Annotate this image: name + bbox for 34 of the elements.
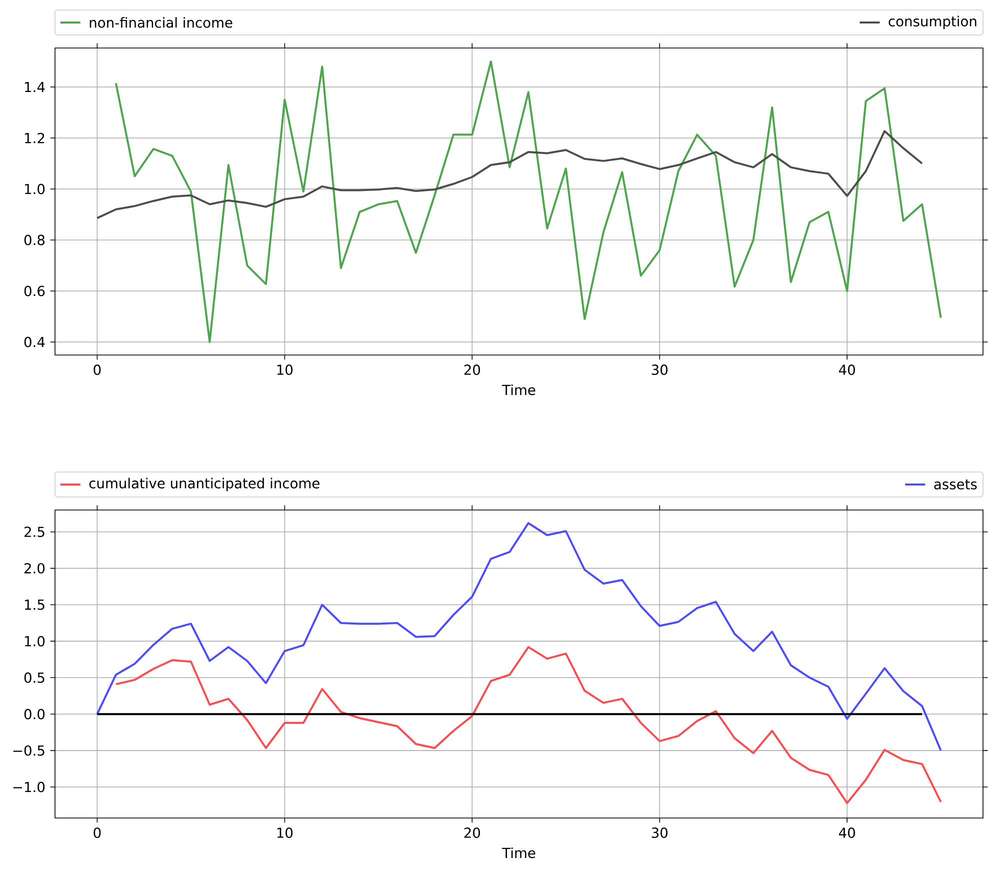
x-tick-label: 0: [94, 828, 101, 838]
x-tick-label: 10: [277, 364, 293, 375]
line-series: [114, 646, 942, 804]
y-tick-label: −1.0: [13, 782, 45, 792]
x-tick-label: 20: [464, 828, 480, 838]
y-tick-label: 1.4: [25, 82, 45, 92]
x-tick-label: 10: [277, 828, 293, 838]
y-tick-label: −0.5: [13, 745, 44, 756]
y-tick-label: 0.4: [24, 336, 45, 348]
line-series: [96, 522, 942, 752]
legend-label: consumption: [888, 16, 976, 30]
y-tick-label: 2.0: [24, 563, 45, 574]
y-tick-label: 2.5: [24, 526, 44, 538]
x-tick-label: 40: [838, 364, 855, 375]
x-axis-title: Time: [502, 847, 536, 858]
x-tick-label: 40: [838, 828, 855, 838]
y-tick-label: 0.6: [24, 286, 45, 296]
y-tick-label: 1.5: [25, 600, 44, 610]
legend-label: assets: [934, 480, 977, 490]
x-tick-label: 20: [464, 364, 480, 375]
legend-label: cumulative unanticipated income: [89, 478, 320, 492]
y-tick-label: 0.8: [24, 234, 45, 246]
y-tick-label: 0.0: [24, 708, 45, 720]
x-tick-label: 30: [652, 364, 668, 375]
y-tick-label: 1.0: [25, 636, 45, 646]
y-tick-label: 0.5: [24, 672, 44, 683]
legend-label: non-financial income: [90, 17, 232, 28]
line-series: [114, 60, 942, 343]
x-tick-label: 0: [94, 364, 101, 375]
x-tick-label: 30: [652, 828, 668, 838]
y-tick-label: 1.2: [25, 132, 44, 144]
x-axis-title: Time: [502, 384, 536, 396]
line-series: [96, 130, 924, 220]
y-tick-label: 1.0: [25, 184, 45, 194]
